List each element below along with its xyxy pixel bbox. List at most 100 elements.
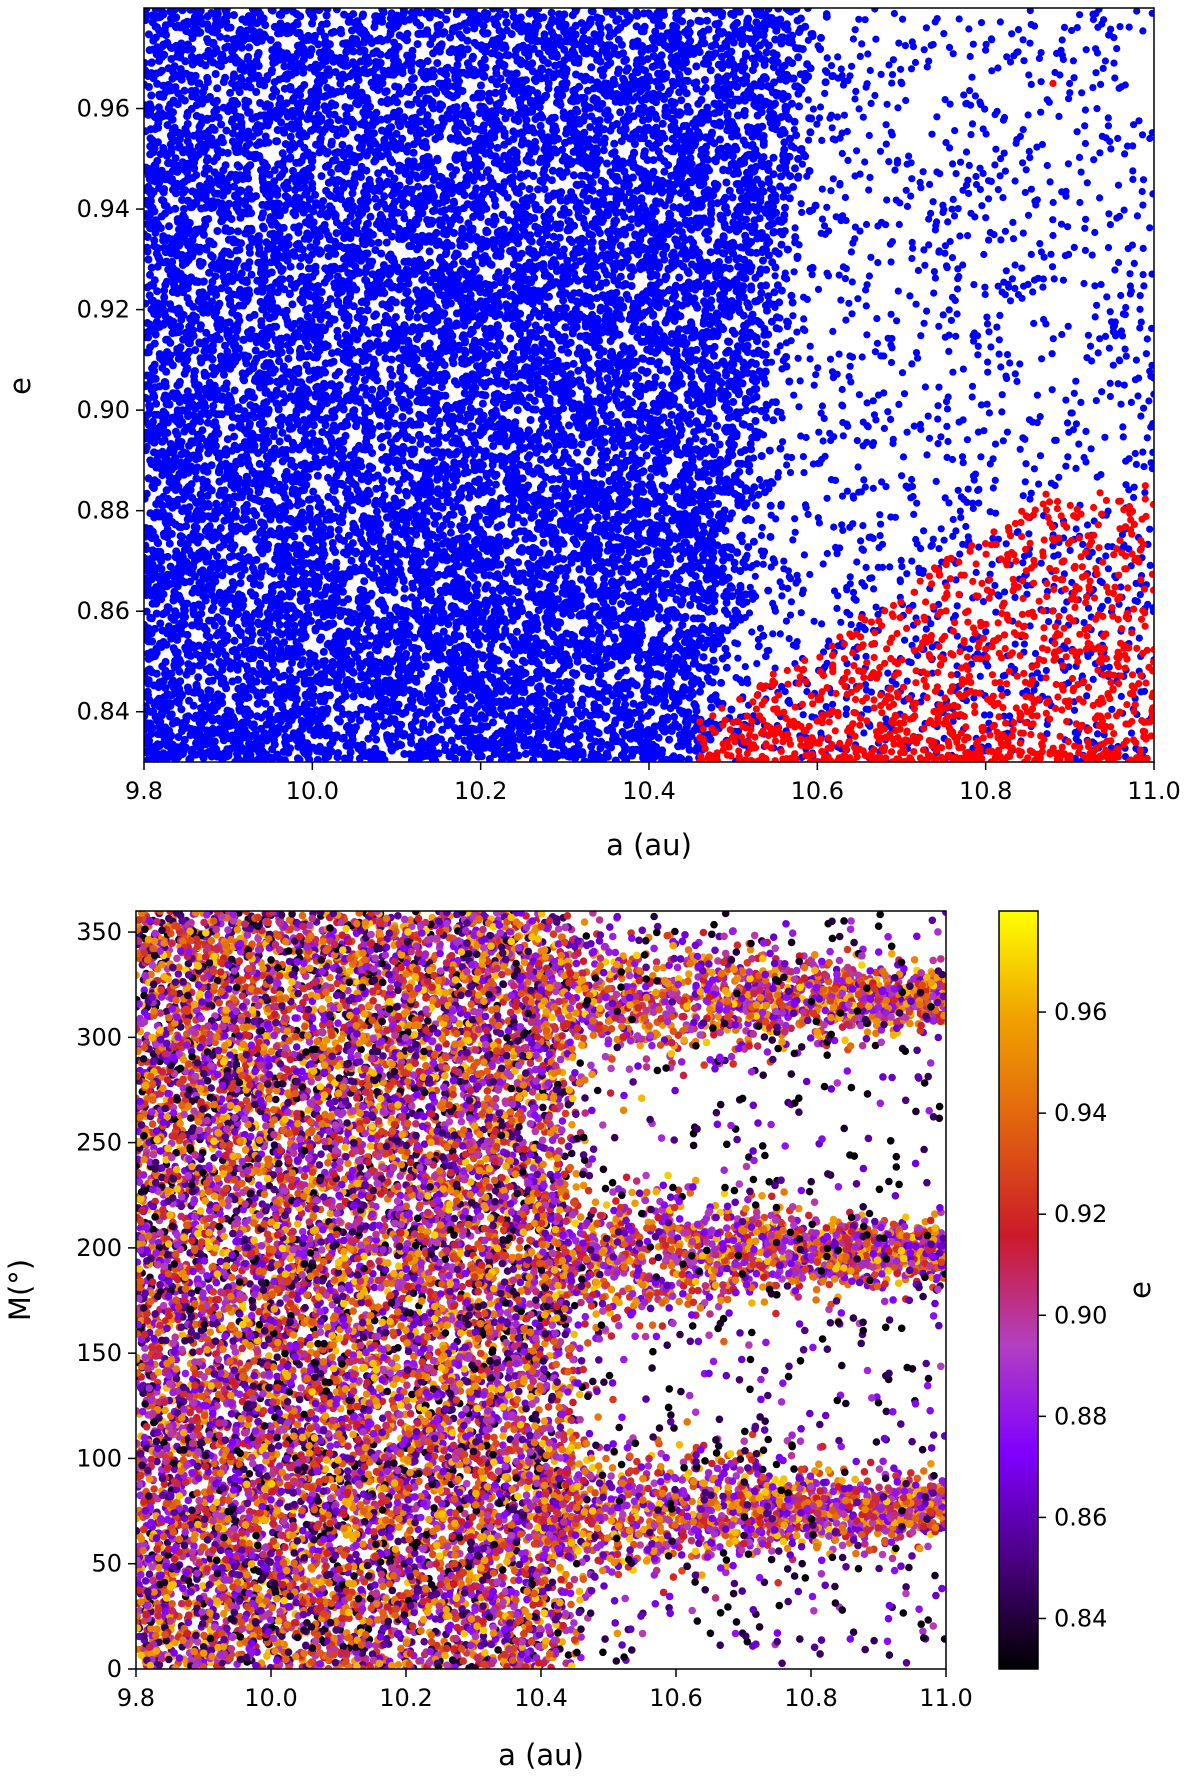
point (507, 659, 516, 668)
point (493, 143, 502, 152)
point (413, 313, 422, 322)
point (178, 533, 187, 541)
point (482, 634, 491, 643)
point (583, 86, 592, 95)
point (727, 705, 736, 714)
point (477, 81, 485, 90)
point (332, 8, 341, 14)
point (577, 440, 586, 449)
point (515, 598, 524, 607)
point (460, 515, 469, 524)
point (682, 89, 691, 98)
point (696, 498, 705, 506)
point (272, 137, 281, 146)
point (675, 273, 684, 282)
point (144, 58, 149, 67)
point (228, 129, 237, 138)
point (413, 40, 422, 49)
point (309, 487, 318, 496)
point (228, 609, 236, 618)
point (780, 138, 789, 147)
point (525, 185, 534, 193)
point (216, 524, 225, 532)
point (401, 487, 410, 496)
point (355, 441, 364, 450)
point (733, 111, 742, 120)
point (319, 197, 328, 206)
point (539, 378, 548, 387)
point (433, 59, 442, 68)
point (620, 167, 629, 176)
point (280, 128, 289, 137)
point (660, 701, 669, 710)
point (153, 287, 162, 296)
point (481, 447, 490, 456)
chart-top: 9.8 10.0 10.2 10.4 10.6 10.8 11.0 0.840.860.88… (3, 7, 1181, 862)
point (692, 62, 701, 71)
point (634, 663, 643, 672)
point (450, 377, 459, 386)
blue-series (144, 8, 1154, 762)
point (702, 289, 711, 298)
point (475, 475, 483, 484)
point (366, 212, 375, 221)
point (620, 212, 629, 221)
point (198, 426, 207, 435)
point (611, 756, 620, 762)
point (227, 423, 236, 432)
point (660, 95, 668, 103)
point (175, 420, 184, 429)
point (628, 173, 637, 182)
point (378, 443, 387, 452)
point (222, 34, 231, 43)
point (239, 546, 248, 555)
point (194, 673, 203, 682)
point (185, 339, 194, 348)
point (699, 437, 708, 446)
point (372, 310, 380, 319)
point (236, 579, 245, 587)
point (421, 550, 430, 559)
point (328, 349, 336, 358)
point (630, 148, 638, 157)
point (748, 493, 756, 502)
point (338, 140, 347, 149)
point (165, 539, 174, 548)
point (292, 10, 301, 18)
point (400, 594, 409, 603)
point (144, 127, 150, 136)
point (642, 451, 651, 460)
point (374, 238, 383, 247)
point (144, 299, 150, 308)
top-scatter-points (144, 8, 1154, 762)
point (394, 486, 403, 495)
point (527, 354, 536, 363)
point (322, 19, 331, 28)
point (314, 502, 323, 511)
point (328, 539, 337, 547)
point (677, 96, 686, 105)
point (507, 520, 516, 529)
point (363, 306, 372, 315)
point (766, 501, 775, 510)
point (610, 633, 619, 642)
point (460, 321, 469, 330)
point (196, 442, 205, 451)
point (503, 645, 512, 654)
point (603, 159, 611, 168)
point (388, 158, 397, 167)
point (788, 298, 797, 307)
point (517, 60, 525, 69)
point (144, 255, 153, 264)
point (500, 82, 509, 91)
point (255, 459, 264, 468)
point (180, 86, 189, 95)
point (421, 662, 430, 671)
point (706, 137, 715, 146)
point (769, 416, 778, 425)
point (747, 285, 756, 294)
point (334, 526, 343, 534)
point (739, 79, 748, 88)
point (230, 636, 239, 645)
